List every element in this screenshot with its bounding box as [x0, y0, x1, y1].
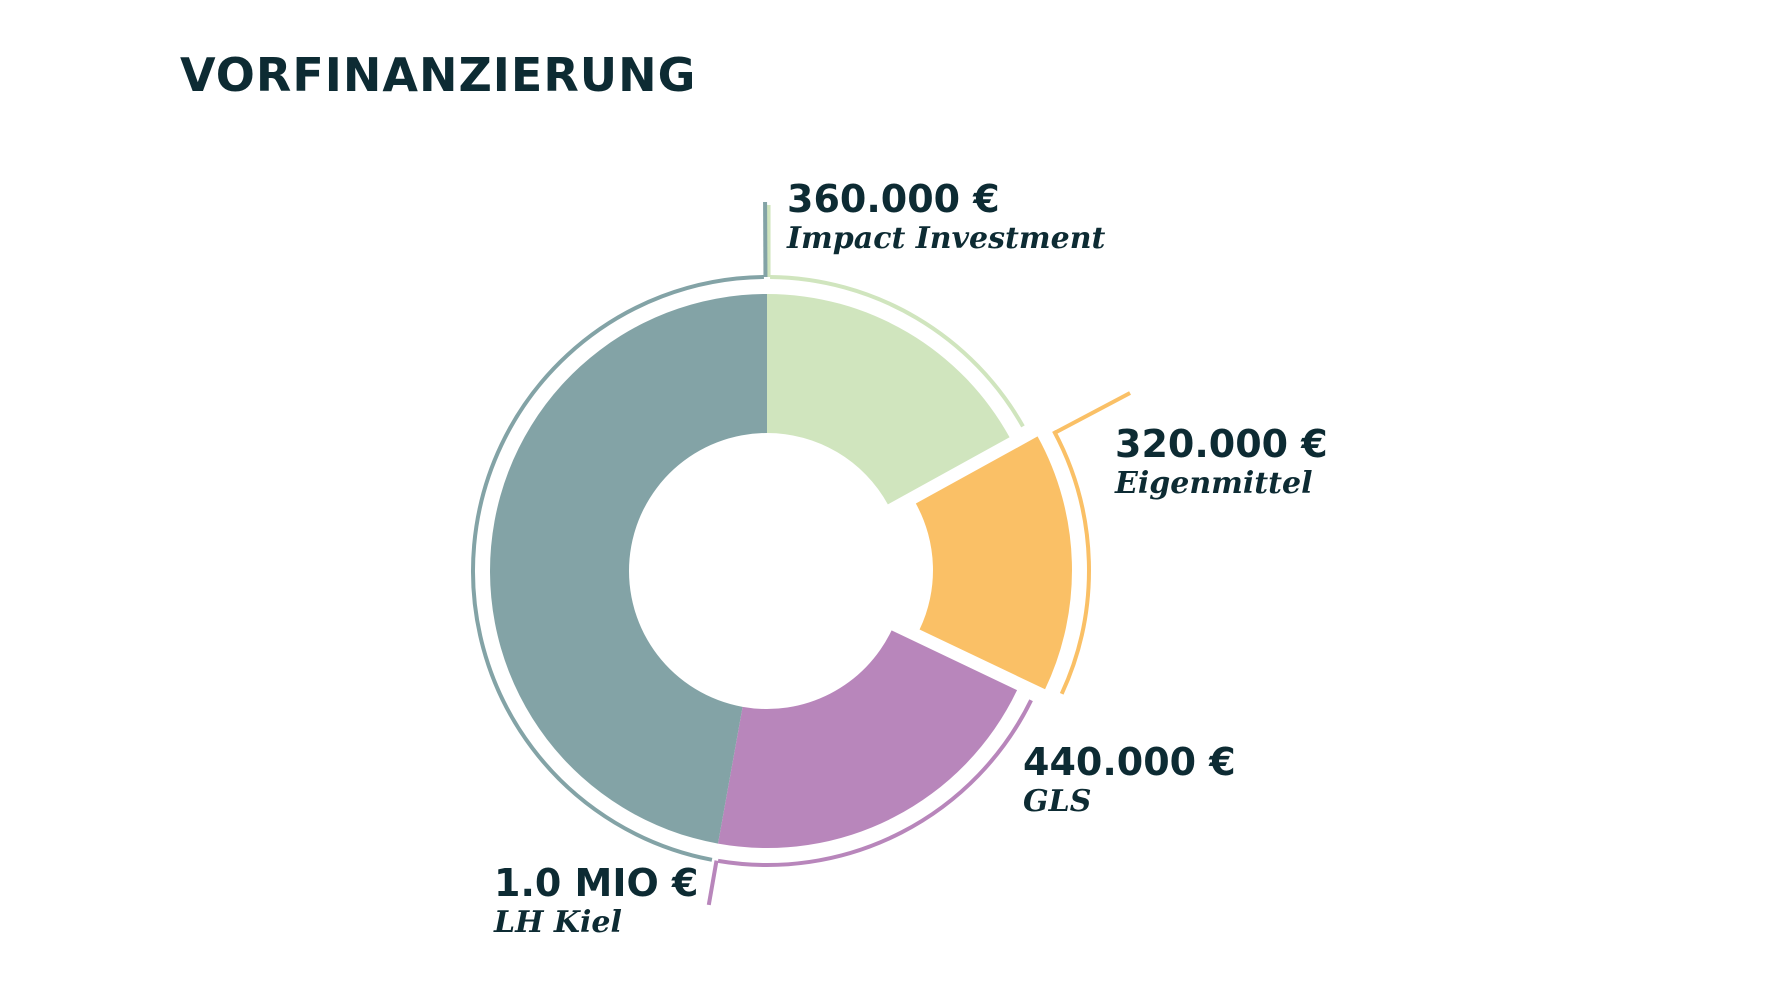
category-label-eigenmittel: Eigenmittel	[1114, 466, 1312, 501]
ring-arc-eigenmittel	[1052, 429, 1091, 695]
page-title: VORFINANZIERUNG	[180, 48, 697, 102]
value-label-lh-kiel: 1.0 MIO €	[494, 861, 698, 905]
leader-line-gls	[706, 860, 719, 906]
slice-impact-investment	[767, 294, 1010, 505]
category-label-gls: GLS	[1023, 784, 1091, 819]
ring-arc-impact-investment	[770, 275, 1025, 428]
leader-line-eigenmittel	[1053, 391, 1131, 435]
ring-arc-lh-kiel	[471, 275, 764, 862]
slice-lh-kiel	[489, 294, 767, 844]
value-label-gls: 440.000 €	[1023, 740, 1236, 784]
category-label-impact-investment: Impact Investment	[786, 221, 1106, 256]
ring-arc-gls	[717, 699, 1033, 867]
value-label-impact-investment: 360.000 €	[787, 177, 1000, 221]
category-label-lh-kiel: LH Kiel	[493, 905, 622, 940]
slice-eigenmittel	[915, 436, 1072, 690]
slice-gls	[718, 630, 1018, 849]
value-label-eigenmittel: 320.000 €	[1115, 422, 1328, 466]
